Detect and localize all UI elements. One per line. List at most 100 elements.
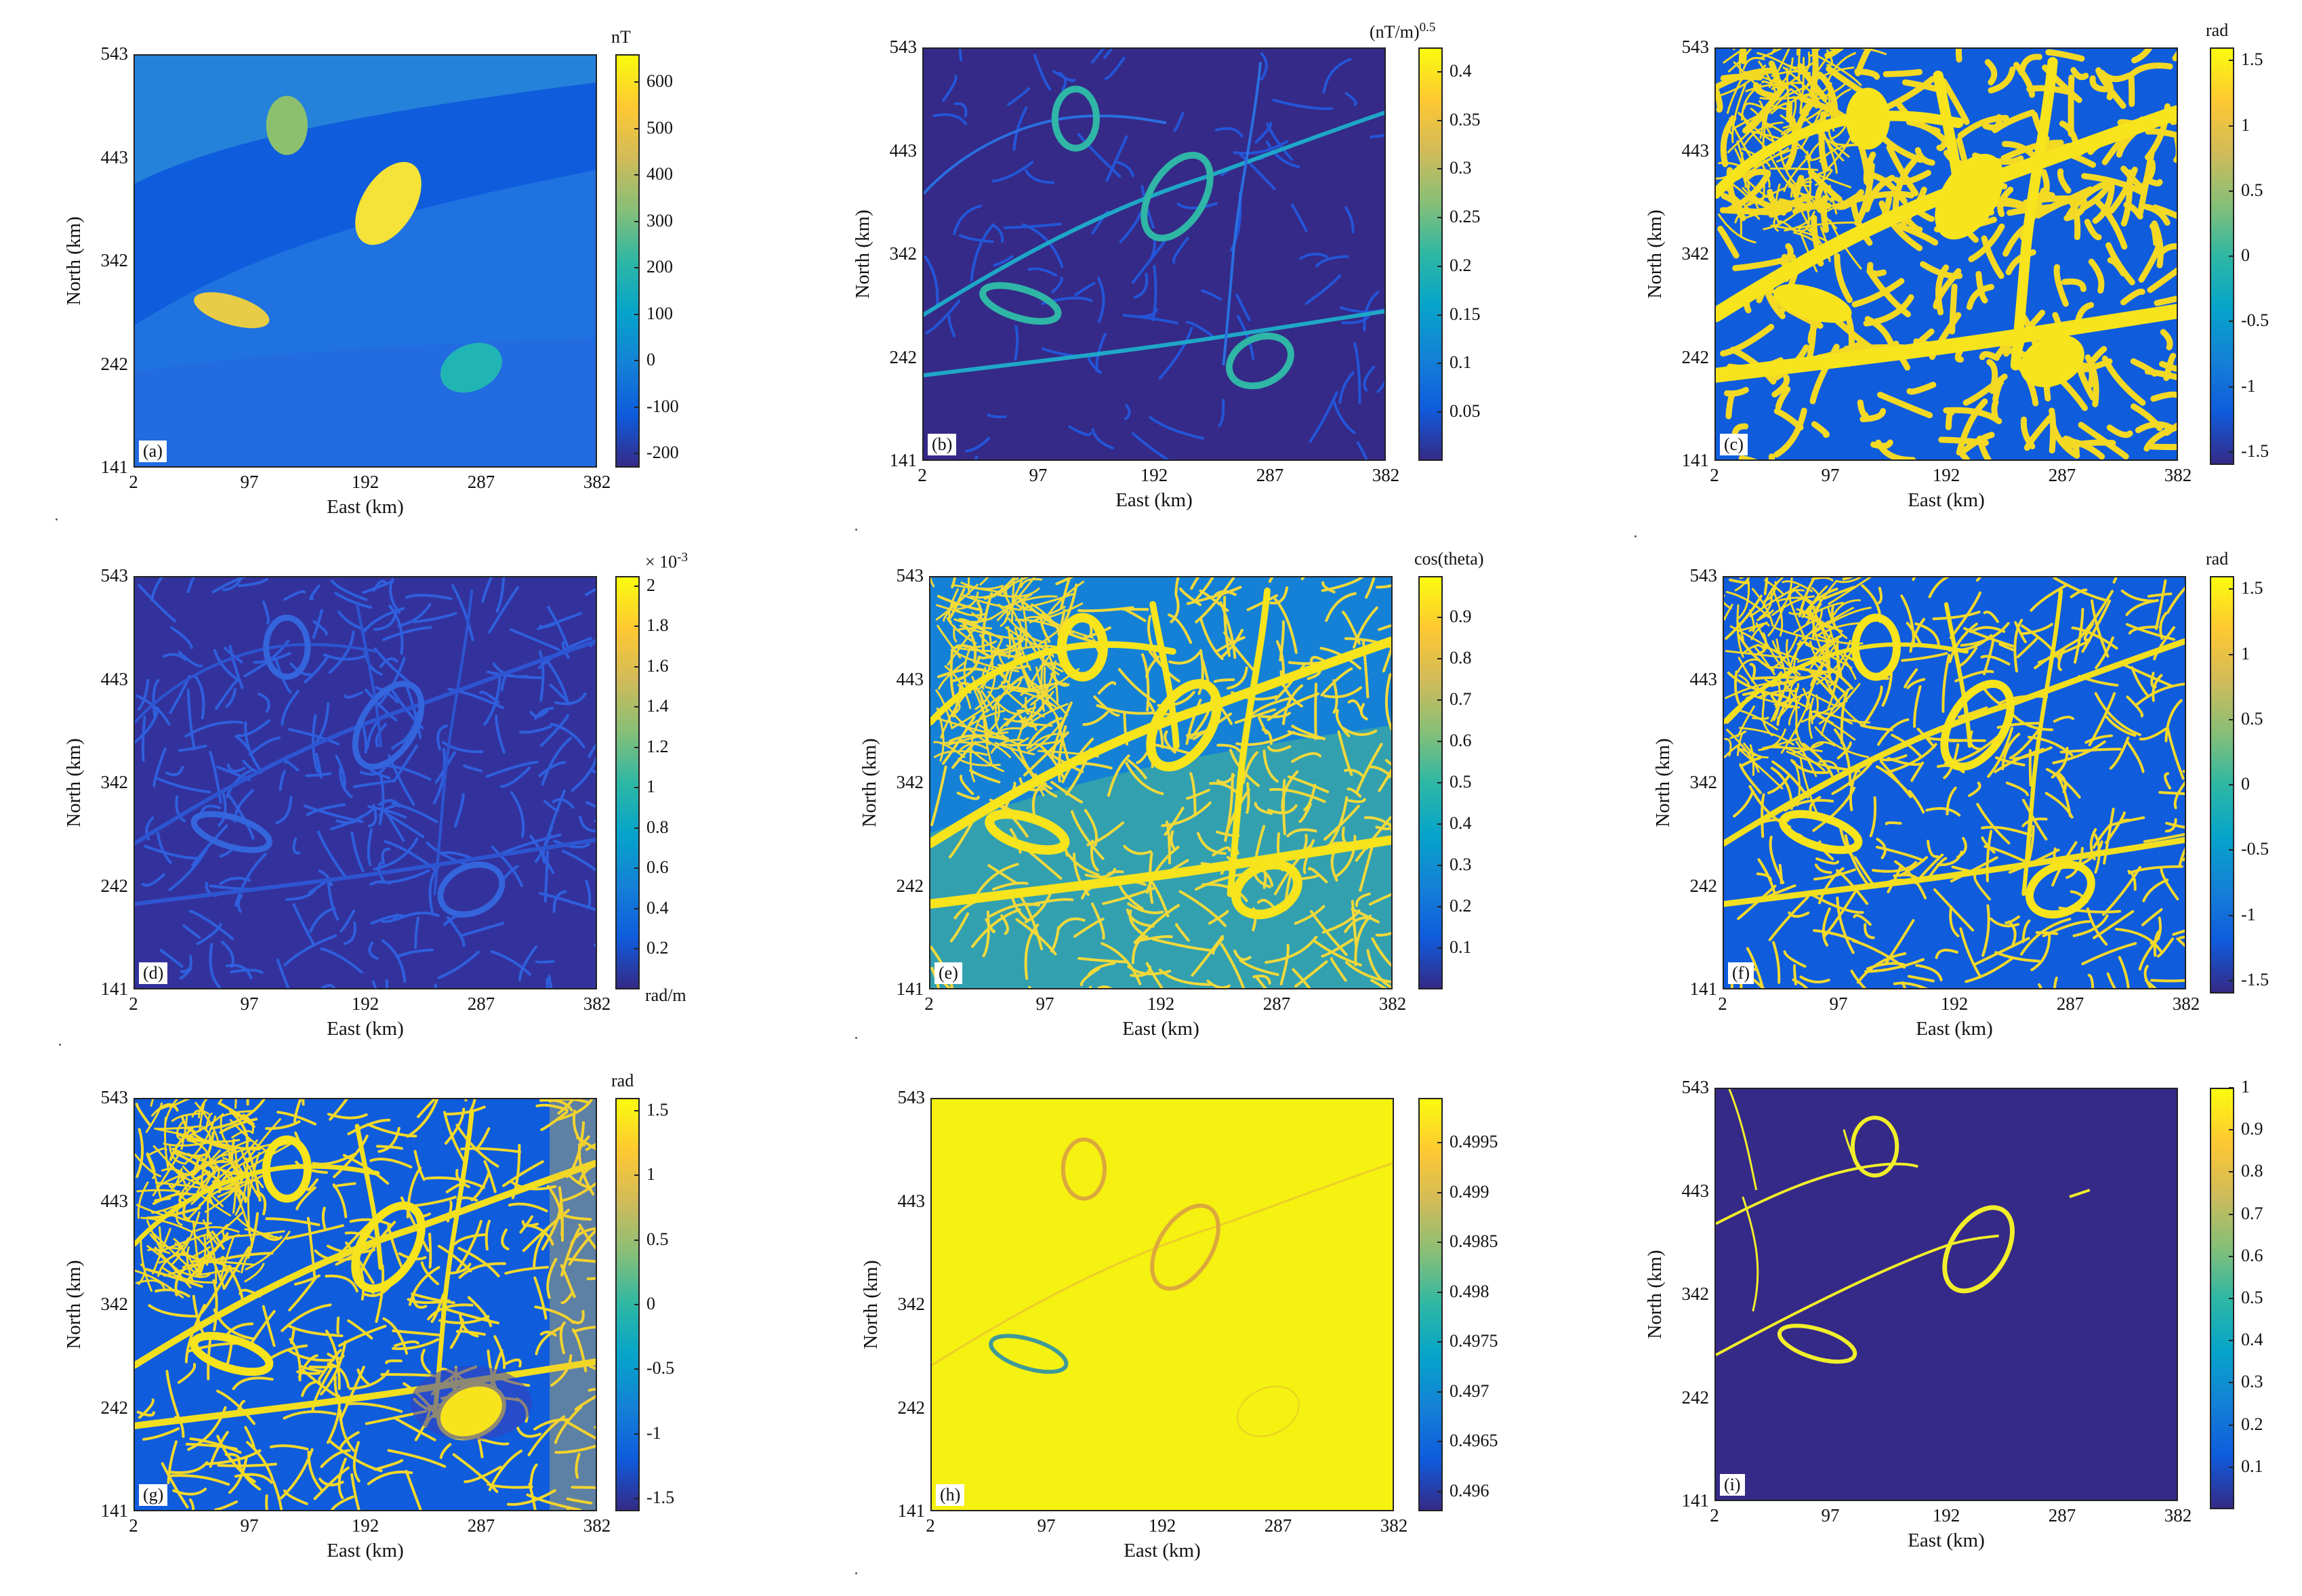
colorbar-tick-label: 0.3 xyxy=(2241,1372,2263,1392)
edge-streak xyxy=(1724,743,1742,758)
edge-streak xyxy=(1268,577,1274,584)
edge-streak xyxy=(2148,443,2177,451)
colorbar-tick-mark xyxy=(634,626,639,628)
edge-streak xyxy=(1759,94,1814,100)
x-axis-label: East (km) xyxy=(1124,1540,1201,1561)
edge-streak xyxy=(1344,916,1371,933)
edge-streak xyxy=(1016,720,1025,741)
edge-streak xyxy=(352,1441,361,1483)
anomaly-outline xyxy=(1146,679,1222,772)
unit-text: rad xyxy=(2206,549,2229,569)
x-tick-label: 287 xyxy=(1256,465,1284,485)
edge-streak xyxy=(1799,975,1830,984)
edge-streak xyxy=(571,756,596,792)
edge-streak xyxy=(467,1296,493,1328)
edge-streak xyxy=(222,577,244,592)
unit-exponent: 0.5 xyxy=(1419,20,1436,35)
edge-streak xyxy=(443,1105,486,1116)
edge-streak xyxy=(1948,739,1967,743)
edge-streak xyxy=(2030,933,2051,972)
edge-streak xyxy=(142,873,165,887)
edge-streak xyxy=(1799,221,1858,229)
edge-streak xyxy=(170,1474,230,1486)
edge-streak xyxy=(451,584,474,642)
edge-streak xyxy=(179,967,192,980)
edge-streak xyxy=(2005,915,2020,924)
edge-streak xyxy=(456,1220,482,1272)
edge-streak xyxy=(1788,182,1817,239)
edge-streak xyxy=(2125,598,2159,616)
colorbar-tick-mark xyxy=(1437,782,1442,783)
edge-streak xyxy=(2065,180,2110,219)
edge-streak xyxy=(2019,918,2072,956)
edge-streak xyxy=(495,714,506,754)
edge-streak xyxy=(1012,106,1028,151)
edge-streak xyxy=(2030,583,2069,612)
heatmap-image xyxy=(924,49,1384,459)
edge-streak xyxy=(1027,267,1058,277)
edge-streak xyxy=(2164,818,2177,833)
edge-streak xyxy=(1828,577,1872,605)
edge-streak xyxy=(225,964,253,979)
colorbar-tick-mark xyxy=(634,406,639,408)
edge-streak xyxy=(375,722,387,748)
edge-streak xyxy=(1371,937,1391,967)
edge-streak xyxy=(338,1408,356,1452)
edge-streak xyxy=(1820,687,1851,736)
edge-streak xyxy=(1836,869,1869,905)
anomaly-outline xyxy=(2025,860,2095,919)
edge-streak xyxy=(1807,66,1855,87)
lineament xyxy=(1724,638,2185,846)
edge-streak xyxy=(546,977,550,988)
edge-streak xyxy=(169,1460,209,1474)
edge-streak xyxy=(984,577,1016,600)
edge-streak xyxy=(379,869,430,884)
edge-streak xyxy=(394,1416,436,1441)
edge-streak xyxy=(147,1248,171,1254)
edge-streak xyxy=(400,712,418,744)
edge-streak xyxy=(1007,87,1031,106)
edge-streak xyxy=(560,1227,581,1277)
edge-streak xyxy=(1738,657,1767,698)
y-tick-label: 443 xyxy=(1689,668,1718,689)
edge-streak xyxy=(1968,781,1981,797)
y-tick-label: 443 xyxy=(100,668,129,689)
edge-streak xyxy=(1956,398,1988,456)
edge-streak xyxy=(2061,278,2087,292)
edge-streak xyxy=(1279,670,1303,708)
colorbar-tick-label: 0.15 xyxy=(1450,304,1481,324)
edge-streak xyxy=(953,102,968,118)
edge-streak xyxy=(1341,315,1370,325)
colorbar-tick-label: 0.1 xyxy=(2241,1456,2263,1476)
edge-streak xyxy=(493,1335,506,1370)
edge-streak xyxy=(1375,931,1391,937)
y-tick-label: 443 xyxy=(100,146,129,167)
edge-streak xyxy=(312,1152,356,1166)
edge-streak xyxy=(1876,718,1910,746)
edge-streak xyxy=(150,577,164,602)
edge-streak xyxy=(2083,622,2095,642)
edge-streak xyxy=(337,1457,347,1500)
y-tick-label: 543 xyxy=(896,565,924,586)
edge-streak xyxy=(1077,133,1122,178)
y-tick-label: 543 xyxy=(100,43,129,64)
edge-streak xyxy=(1784,798,1834,812)
edge-streak xyxy=(409,1266,440,1306)
edge-streak xyxy=(579,815,596,833)
edge-streak xyxy=(1737,747,1784,790)
x-tick-label: 192 xyxy=(1148,1515,1176,1536)
lineament xyxy=(355,602,382,748)
edge-streak xyxy=(559,1182,596,1202)
edge-streak xyxy=(550,722,585,748)
anomaly-outline xyxy=(352,680,425,770)
y-tick-label: 141 xyxy=(1681,1490,1710,1511)
edge-streak xyxy=(1802,614,1843,632)
edge-streak xyxy=(1286,828,1317,838)
edge-streak xyxy=(1001,587,1025,634)
edge-streak xyxy=(1748,187,1786,206)
edge-streak xyxy=(420,1349,431,1374)
edge-streak xyxy=(1012,577,1023,598)
edge-streak xyxy=(1165,820,1171,865)
edge-streak xyxy=(1811,421,1830,438)
edge-streak xyxy=(283,934,337,966)
